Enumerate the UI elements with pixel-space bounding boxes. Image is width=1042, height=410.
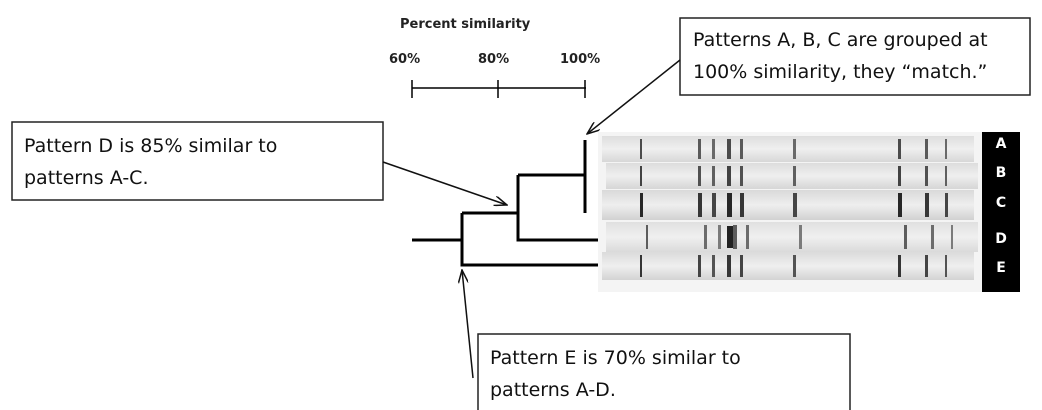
gel-band xyxy=(740,166,743,186)
gel-band xyxy=(793,193,797,217)
gel-band xyxy=(925,255,928,277)
gel-band xyxy=(793,166,796,186)
gel-band xyxy=(640,255,642,277)
gel-band xyxy=(727,139,731,159)
gel-band xyxy=(931,225,934,249)
gel-band xyxy=(925,193,929,217)
gel-band xyxy=(698,139,701,159)
gel-band xyxy=(640,139,642,159)
callout-text: Pattern E is 70% similar to xyxy=(490,347,741,369)
gel-band xyxy=(712,193,716,217)
gel-band xyxy=(740,193,744,217)
gel-band xyxy=(718,225,721,249)
gel-band xyxy=(793,139,796,159)
gel-image xyxy=(598,132,982,292)
gel-band xyxy=(898,166,901,186)
gel-lane xyxy=(602,252,974,280)
gel-band xyxy=(951,225,953,249)
gel-band xyxy=(925,166,928,186)
axis-title: Percent similarity xyxy=(400,17,531,32)
gel-band xyxy=(646,225,648,249)
gel-band xyxy=(727,226,733,248)
gel-band xyxy=(799,225,802,249)
gel-band xyxy=(793,255,796,277)
tick-label: 100% xyxy=(560,52,600,67)
gel-band xyxy=(727,166,731,186)
gel-band xyxy=(945,166,947,186)
gel-band xyxy=(740,255,743,277)
lane-label: E xyxy=(996,260,1006,276)
lane-label: C xyxy=(996,195,1006,211)
gel-band xyxy=(733,225,737,249)
arrow xyxy=(587,60,680,134)
gel-band xyxy=(898,255,901,277)
callout-text: Patterns A, B, C are grouped at xyxy=(693,29,988,51)
gel-band xyxy=(698,166,701,186)
gel-lane xyxy=(606,222,978,252)
lane-label: A xyxy=(996,136,1007,152)
gel-band xyxy=(727,193,732,217)
gel-band xyxy=(746,225,749,249)
gel-band xyxy=(698,193,702,217)
arrow xyxy=(462,270,473,378)
gel-lane xyxy=(606,163,978,189)
gel-band xyxy=(925,139,928,159)
arrow xyxy=(383,162,507,205)
lane-label: B xyxy=(996,165,1007,181)
gel-band xyxy=(898,193,902,217)
gel-band xyxy=(945,255,947,277)
diagram: Percent similarity 60% 80% 100% A B C D … xyxy=(0,0,1042,410)
tick-label: 60% xyxy=(389,52,420,67)
lane-label: D xyxy=(995,231,1007,247)
gel-lane xyxy=(602,136,974,162)
gel-band xyxy=(704,225,707,249)
gel-band xyxy=(698,255,701,277)
callout-text: patterns A-C. xyxy=(24,167,149,189)
callout-text: Pattern D is 85% similar to xyxy=(24,135,277,157)
dendrogram xyxy=(412,140,598,265)
gel-band xyxy=(640,166,642,186)
gel-band xyxy=(898,139,901,159)
gel-band xyxy=(945,193,948,217)
gel-band xyxy=(712,139,715,159)
gel-band xyxy=(904,225,907,249)
gel-lane xyxy=(602,190,974,220)
tick-label: 80% xyxy=(478,52,509,67)
callout-text: 100% similarity, they “match.” xyxy=(693,61,987,83)
gel-band xyxy=(712,166,715,186)
axis xyxy=(412,80,586,98)
gel-band xyxy=(712,255,715,277)
callout-text: patterns A-D. xyxy=(490,379,616,401)
gel-band xyxy=(640,193,643,217)
gel-band xyxy=(945,139,947,159)
gel-band xyxy=(740,139,743,159)
gel-band xyxy=(727,255,731,277)
